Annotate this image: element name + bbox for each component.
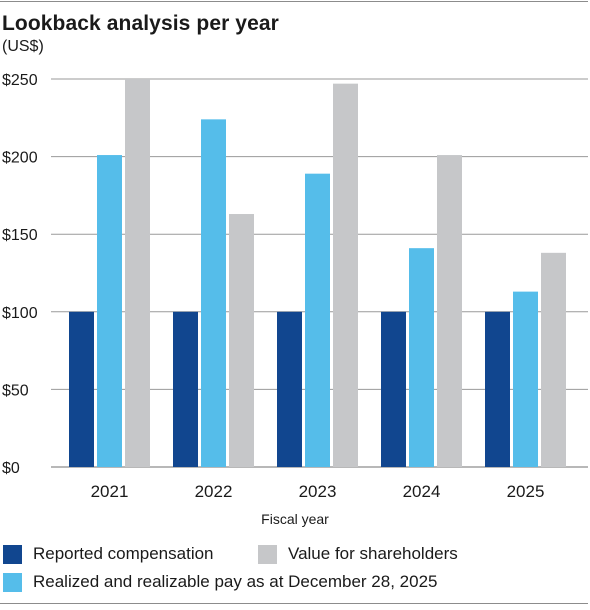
bottom-rule bbox=[0, 603, 588, 604]
bar-realized bbox=[513, 291, 538, 467]
y-tick-label: $250 bbox=[2, 72, 38, 89]
bar-shareholders bbox=[437, 155, 462, 467]
bar-realized bbox=[97, 155, 122, 467]
x-tick-label: 2023 bbox=[299, 482, 337, 501]
bar-realized bbox=[305, 173, 330, 467]
y-tick-label: $150 bbox=[2, 227, 38, 244]
chart-title: Lookback analysis per year bbox=[2, 12, 279, 35]
legend-swatch-reported bbox=[3, 544, 22, 564]
x-axis-title: Fiscal year bbox=[261, 511, 329, 527]
bar-reported bbox=[381, 311, 406, 467]
legend-label-reported: Reported compensation bbox=[33, 544, 214, 563]
legend-label-realized: Realized and realizable pay as at Decemb… bbox=[33, 572, 438, 591]
bar-realized bbox=[201, 119, 226, 468]
bar-realized bbox=[409, 248, 434, 467]
y-tick-label: $0 bbox=[2, 460, 20, 477]
bar-reported bbox=[69, 311, 94, 467]
bar-shareholders bbox=[333, 83, 358, 467]
bar-shareholders bbox=[229, 214, 254, 467]
legend-swatch-shareholders bbox=[258, 544, 277, 564]
top-rule bbox=[0, 1, 588, 2]
bar-shareholders bbox=[541, 252, 566, 467]
bar-shareholders bbox=[125, 79, 150, 467]
x-tick-label: 2021 bbox=[91, 482, 129, 501]
legend-item-realized: Realized and realizable pay as at Decemb… bbox=[3, 572, 437, 592]
x-tick-label: 2024 bbox=[403, 482, 441, 501]
legend-swatch-realized bbox=[3, 572, 22, 592]
y-tick-label: $50 bbox=[2, 382, 29, 399]
bar-reported bbox=[485, 311, 510, 467]
y-tick-label: $200 bbox=[2, 150, 38, 167]
unit-label: (US$) bbox=[2, 38, 44, 55]
x-tick-label: 2022 bbox=[195, 482, 233, 501]
y-tick-label: $100 bbox=[2, 305, 38, 322]
legend-item-shareholders: Value for shareholders bbox=[258, 544, 458, 564]
x-tick-label: 2025 bbox=[507, 482, 545, 501]
bar-reported bbox=[173, 311, 198, 467]
legend-item-reported: Reported compensation bbox=[3, 544, 214, 564]
legend-label-shareholders: Value for shareholders bbox=[288, 544, 458, 563]
bar-reported bbox=[277, 311, 302, 467]
